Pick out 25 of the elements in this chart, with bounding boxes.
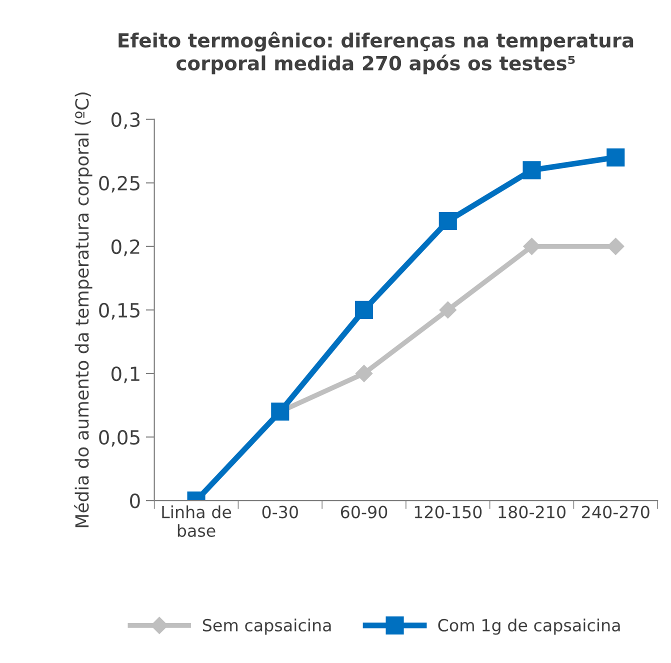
point xyxy=(522,161,541,180)
x-tick-label: 120-150 xyxy=(414,506,482,518)
x-tick-label: 60-90 xyxy=(340,506,388,518)
chart-title: Efeito termogênico: diferenças na temperatura corporal medida 270 após os testes⁵ xyxy=(118,32,634,74)
x-tick-label: 180-210 xyxy=(498,506,566,518)
y-axis-title: Média do aumento da temperatura corporal (ºC) xyxy=(74,92,92,528)
point xyxy=(607,238,624,255)
x-tick-label: 240-270 xyxy=(582,506,650,518)
legend-label: Sem capsaicina xyxy=(202,618,331,635)
y-tick-label: 0,2 xyxy=(111,239,140,256)
y-tick-label: 0,25 xyxy=(99,176,140,193)
y-tick-label: 0,1 xyxy=(111,366,140,384)
y-tick-label: 0,3 xyxy=(111,112,140,129)
y-tick-label: 0,15 xyxy=(99,302,140,320)
point xyxy=(439,301,456,319)
point xyxy=(606,148,625,166)
x-tick-label: 0-30 xyxy=(262,506,298,518)
point xyxy=(523,238,540,255)
point xyxy=(354,300,374,319)
point xyxy=(355,364,373,382)
y-tick-label: 0 xyxy=(130,494,140,508)
legend-label: Com 1g de capsaicina xyxy=(438,618,620,635)
point xyxy=(438,212,457,230)
y-tick-label: 0,05 xyxy=(99,430,140,447)
x-tick-label: Linha de base xyxy=(162,505,232,537)
